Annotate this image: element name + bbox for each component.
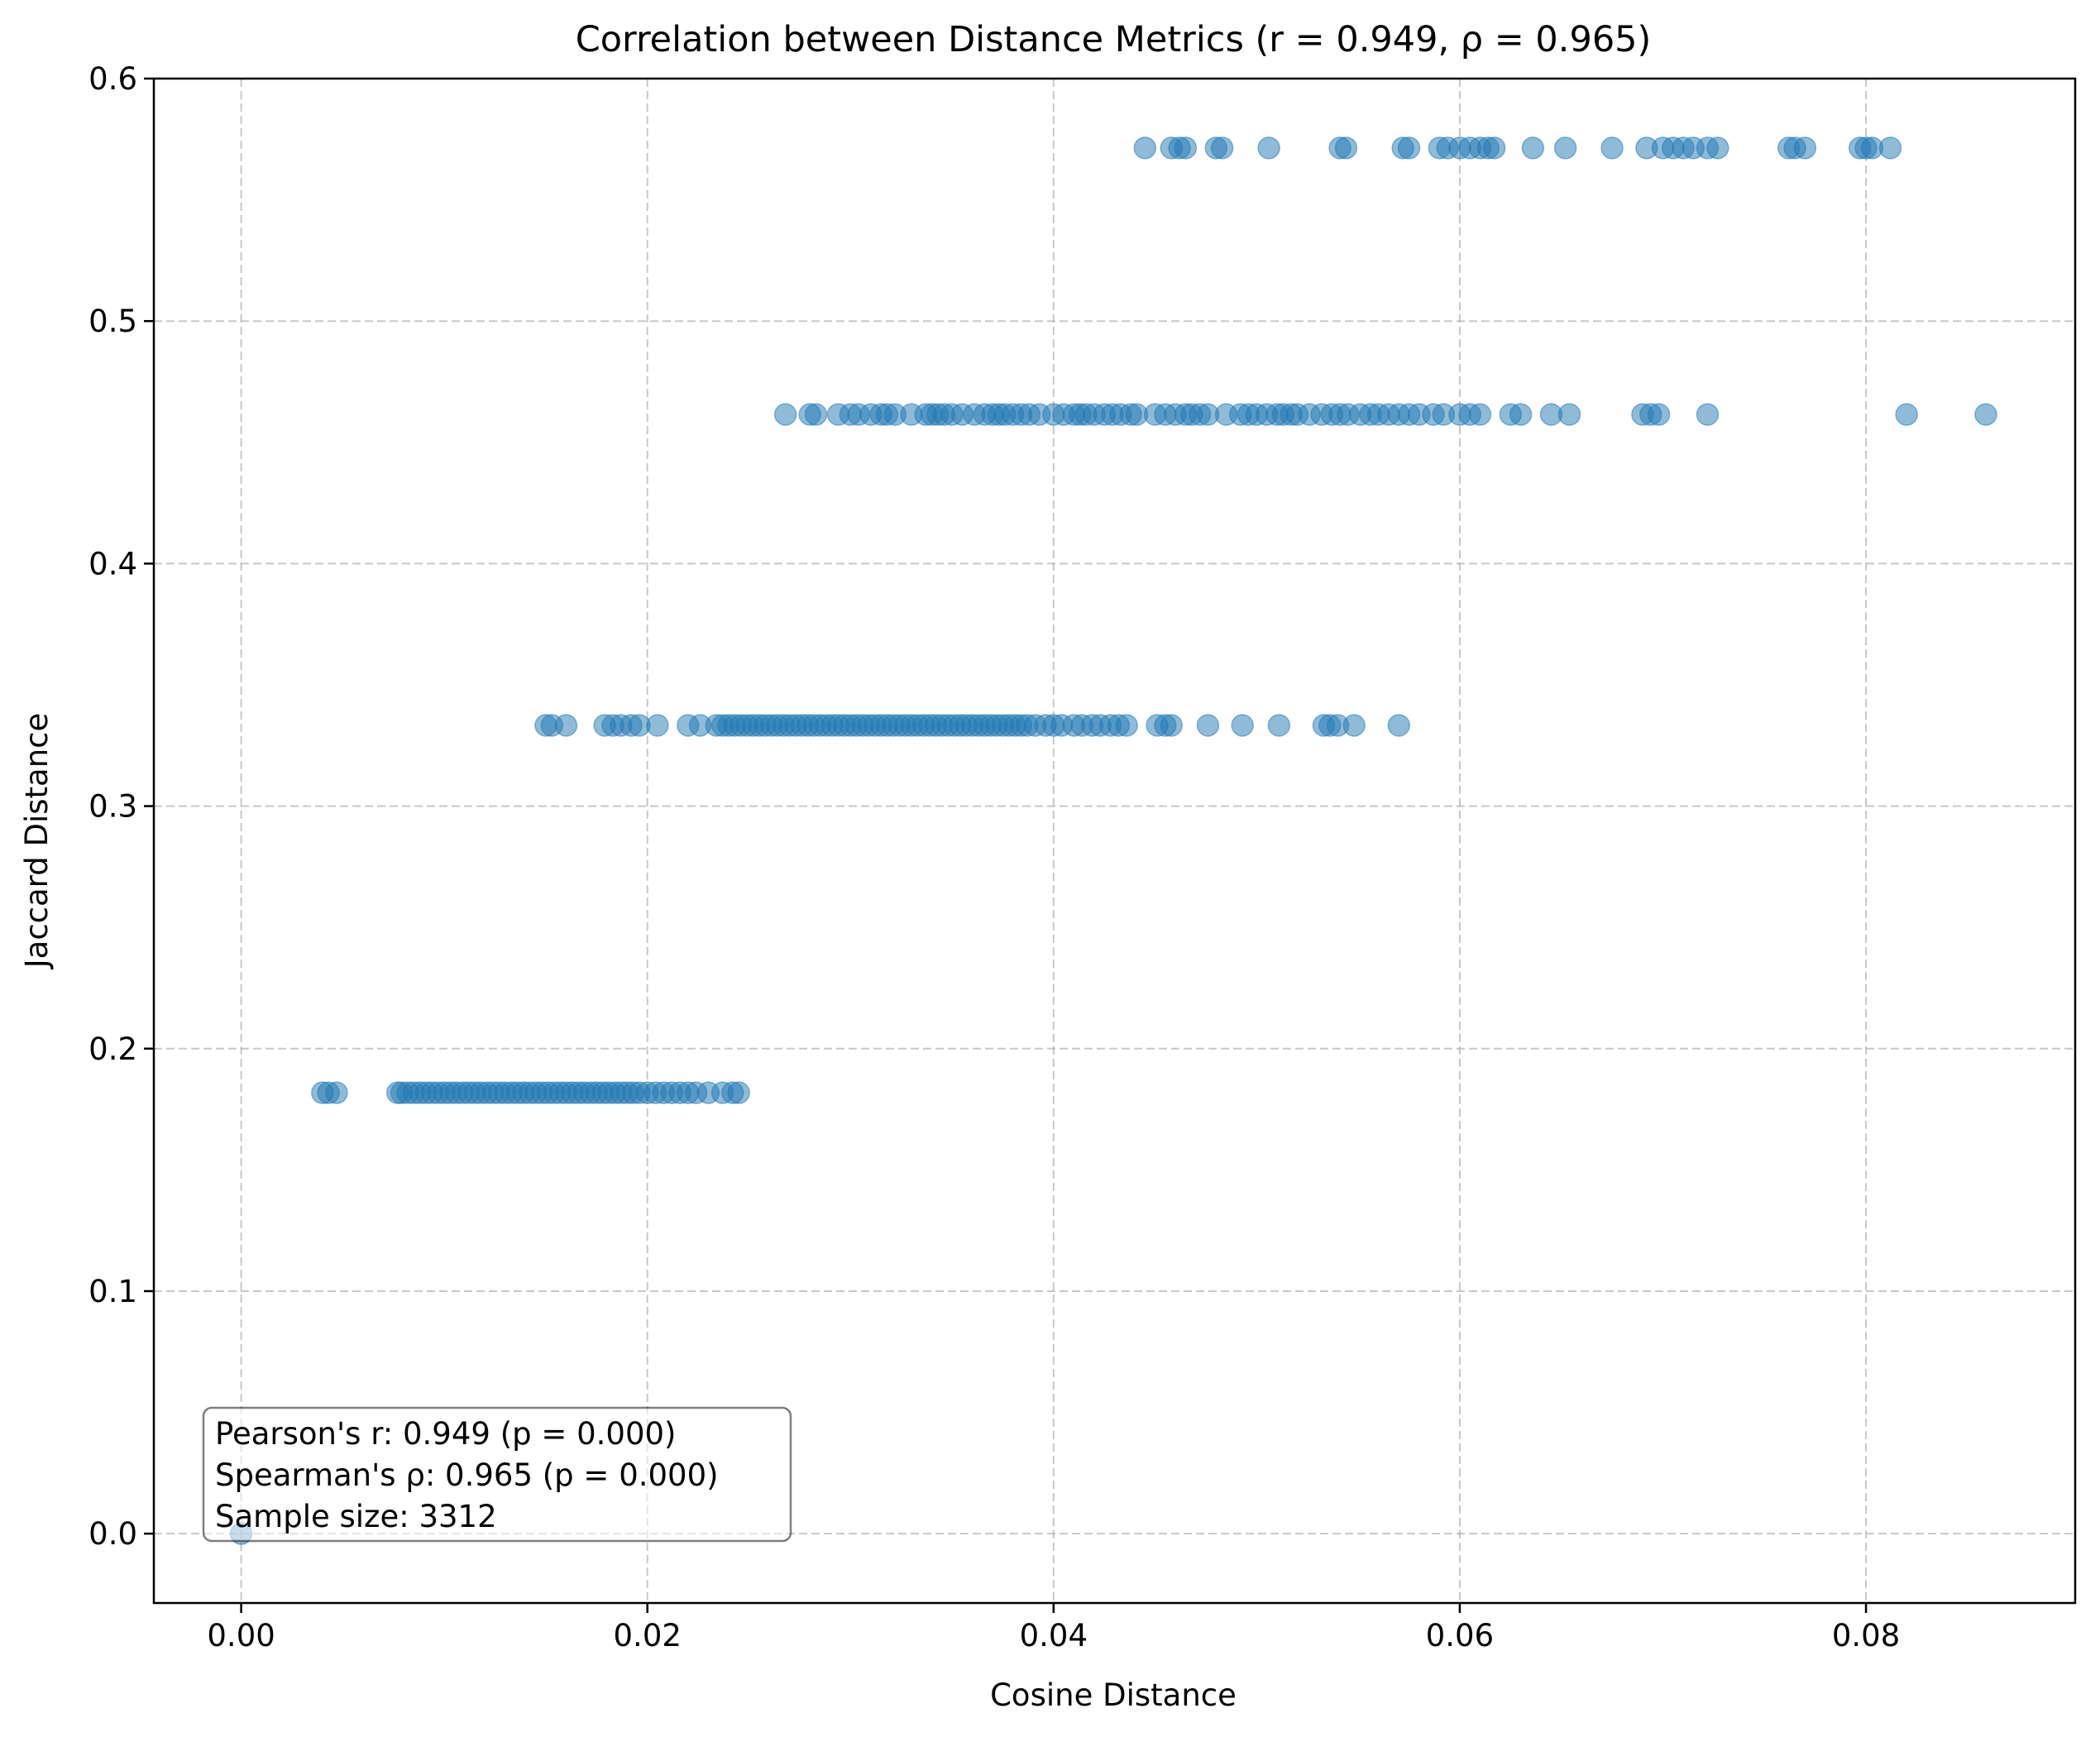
y-tick-label: 0.3: [88, 789, 137, 825]
data-point: [773, 403, 797, 426]
data-point: [1210, 136, 1234, 160]
data-point: [1482, 136, 1506, 160]
data-point: [554, 714, 578, 737]
x-tick-label: 0.06: [1426, 1618, 1494, 1653]
data-point: [1231, 714, 1254, 737]
data-point: [1115, 714, 1138, 737]
x-tick-label: 0.04: [1020, 1618, 1088, 1653]
data-point: [1553, 136, 1577, 160]
data-point: [1974, 403, 1997, 426]
data-point: [1397, 136, 1421, 160]
x-axis-label: Cosine Distance: [990, 1677, 1237, 1713]
data-point: [1334, 136, 1358, 160]
data-point: [1267, 714, 1291, 737]
data-point: [1696, 403, 1720, 426]
data-point: [1509, 403, 1533, 426]
data-point: [1895, 403, 1918, 426]
stats-annotation-box: Pearson's r: 0.949 (p = 0.000) Spearman'…: [202, 1406, 792, 1543]
x-tick-label: 0.08: [1832, 1618, 1900, 1653]
y-tick-label: 0.1: [88, 1274, 137, 1309]
y-tick-label: 0.2: [88, 1031, 137, 1067]
sample-size-stat: Sample size: 3312: [215, 1499, 497, 1534]
data-point: [1557, 403, 1581, 426]
data-point: [1600, 136, 1624, 160]
x-tick-label: 0.00: [207, 1618, 275, 1653]
plot-area-frame: [152, 77, 2077, 1605]
y-tick-label: 0.6: [88, 61, 137, 97]
y-axis-label: Jaccard Distance: [19, 713, 55, 970]
data-point: [1342, 714, 1366, 737]
data-points: [229, 136, 1997, 1545]
y-tick-label: 0.0: [88, 1516, 137, 1552]
data-point: [1706, 136, 1729, 160]
data-point: [1793, 136, 1817, 160]
chart-title: Correlation between Distance Metrics (r …: [576, 19, 1652, 60]
data-point: [1133, 136, 1157, 160]
data-point: [325, 1081, 348, 1104]
x-tick-label: 0.02: [614, 1618, 682, 1653]
data-point: [804, 403, 828, 426]
pearson-stat: Pearson's r: 0.949 (p = 0.000): [215, 1416, 677, 1452]
data-point: [1174, 136, 1198, 160]
axis-ticks: 0.00 0.02 0.04 0.06 0.08 0.0 0.1 0.2 0.3 0.4 0.5 0.…: [88, 61, 1900, 1653]
stats-annotation-frame: [202, 1406, 792, 1543]
data-point: [1196, 714, 1220, 737]
data-point: [1387, 714, 1411, 737]
data-point: [646, 714, 669, 737]
data-point: [1468, 403, 1492, 426]
data-point: [1521, 136, 1545, 160]
y-tick-label: 0.4: [88, 546, 137, 581]
spearman-stat: Spearman's ρ: 0.965 (p = 0.000): [215, 1457, 719, 1493]
data-point: [1647, 403, 1671, 426]
data-point: [1257, 136, 1280, 160]
data-point: [1160, 714, 1184, 737]
data-point: [727, 1081, 750, 1104]
data-point: [1878, 136, 1902, 160]
y-tick-label: 0.5: [88, 304, 137, 339]
